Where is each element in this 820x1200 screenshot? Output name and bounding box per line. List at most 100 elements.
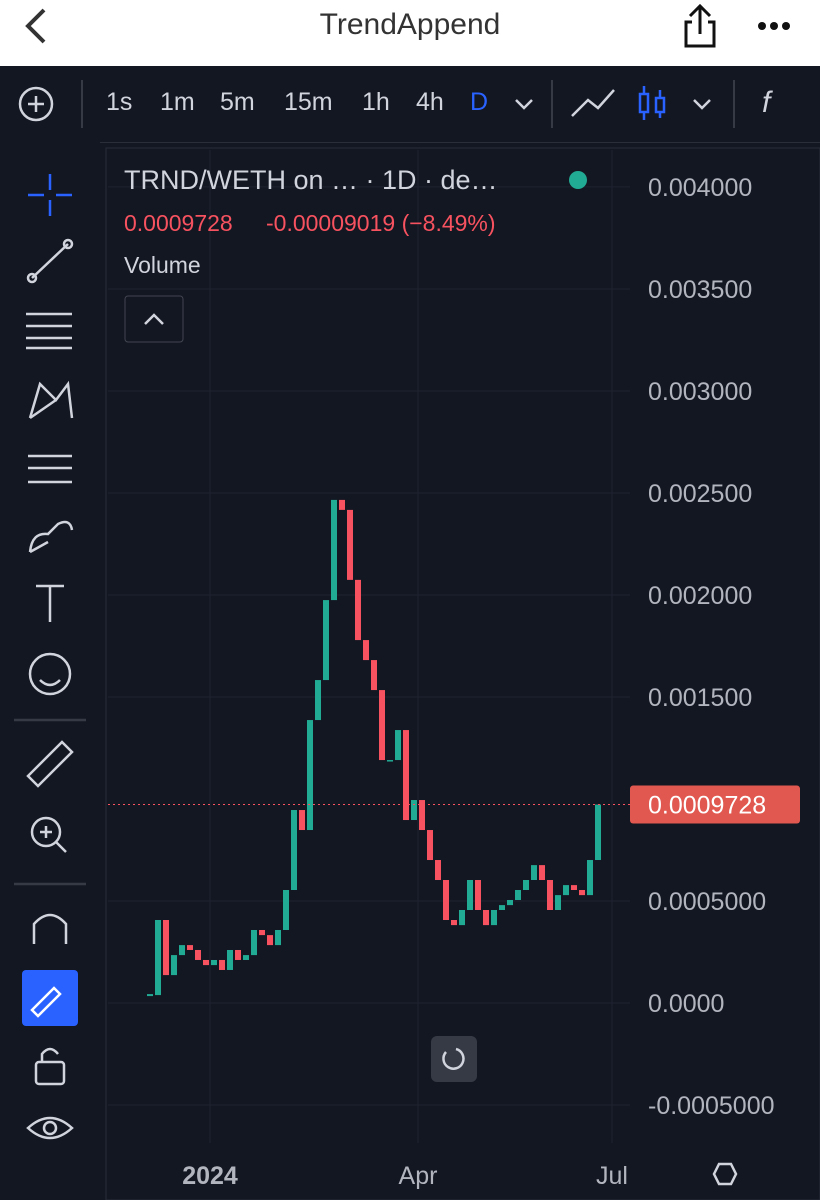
interval-button[interactable]: 1h [362,88,390,116]
candle [483,910,489,926]
share-icon[interactable] [684,3,716,48]
quote-change: -0.00009019 (−8.49%) [266,210,496,236]
collapse-button[interactable] [124,295,184,343]
trend-line-tool[interactable] [31,243,69,279]
candle [179,945,185,956]
candle [387,760,393,762]
interval-button[interactable]: 5m [220,88,255,116]
zoom-tool[interactable] [30,816,62,848]
candle [299,810,305,831]
candle [307,720,313,831]
candle [579,890,585,896]
nav-title: TrendAppend [319,8,501,41]
candle [147,994,153,997]
interval-button[interactable]: 1m [160,88,195,116]
y-tick-label: -0.0005000 [648,1092,775,1120]
ruler-tool[interactable] [26,740,74,788]
toolbar-icons: f [18,80,773,128]
candle [171,955,177,976]
line-style-icon[interactable] [571,89,615,117]
candle [267,935,273,946]
pattern-tool[interactable] [28,380,74,420]
collapse-icon [144,313,164,325]
nav-icons [25,3,790,48]
candle [555,895,561,911]
candle [531,865,537,881]
interval-button[interactable]: 1s [106,88,133,116]
candle [571,885,577,891]
interval-button[interactable]: 15m [284,88,333,116]
candle [315,680,321,721]
candle [595,804,601,861]
brush-tool[interactable] [28,520,74,554]
candle-style-icon[interactable] [638,86,666,120]
nav-bar: TrendAppend [0,0,820,66]
fib-tool[interactable] [26,312,72,350]
y-tick-label: 0.0005000 [648,888,766,916]
candle [371,660,377,691]
more-icon[interactable] [758,22,790,30]
candle [515,890,521,901]
status-dot [569,171,587,189]
last-price-label: 0.0009728 [648,792,766,820]
candle [459,910,465,926]
candle [587,860,593,896]
candle [363,640,369,661]
y-tick-label: 0.002000 [648,582,752,610]
candle [323,600,329,681]
candle [251,929,257,956]
interval-button[interactable]: 4h [416,88,444,116]
y-tick-label: 0.004000 [648,174,752,202]
back-icon[interactable] [25,8,46,44]
magnet-tool[interactable] [32,913,68,944]
interval-button[interactable]: D [470,88,489,116]
candle [411,800,417,821]
settings-icon[interactable] [712,1162,738,1186]
candle [235,949,241,960]
candle [195,949,201,960]
crosshair-tool[interactable] [28,174,72,216]
candle [379,690,385,761]
candle [163,919,169,976]
reset-button[interactable] [431,1036,477,1082]
style-menu[interactable] [693,99,711,110]
y-tick-label: 0.003500 [648,276,752,304]
candle [395,730,401,761]
add-icon[interactable] [18,86,54,122]
candle [523,880,529,891]
candle [435,860,441,881]
candle [451,919,457,926]
candle [203,959,209,966]
candle [331,499,337,601]
candle [227,949,233,970]
x-tick-label: 2024 [182,1162,238,1190]
candle [291,810,297,891]
candle [491,910,497,926]
candle [283,890,289,930]
emoji-tool[interactable] [28,652,72,696]
candle [243,955,249,960]
interval-menu[interactable] [515,99,533,110]
y-tick-label: 0.002500 [648,480,752,508]
candle [499,905,505,911]
y-tick-label: 0.001500 [648,684,752,712]
candle [155,919,161,996]
candle [427,830,433,861]
quote-price: 0.0009728 [124,210,233,236]
projection-tool[interactable] [28,454,72,484]
text-tool[interactable] [36,584,64,622]
interval-toolbar: f 1s 1m 5m 15m 1h 4h D [0,66,820,143]
chart-area: 0.004000 0.003500 0.003000 0.002500 0.002000… [0,142,820,1200]
unlock-tool[interactable] [34,1060,66,1086]
candle [467,880,473,911]
visibility-tool[interactable] [26,1116,74,1140]
candle [539,865,545,881]
y-tick-label: 0.003000 [648,378,752,406]
candle [443,880,449,920]
candle [275,929,281,946]
indicators-icon[interactable]: f [762,86,773,119]
lock-drawing-tool[interactable] [22,970,78,1026]
candle [419,800,425,831]
y-tick-label: 0.0000 [648,990,724,1018]
